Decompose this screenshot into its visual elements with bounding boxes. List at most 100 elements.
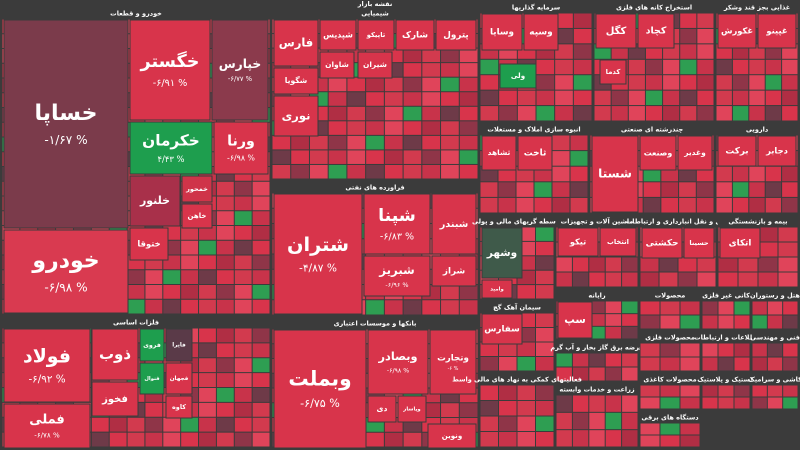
cell bbox=[659, 257, 678, 272]
cell bbox=[459, 135, 478, 150]
cell bbox=[556, 412, 572, 430]
cell bbox=[109, 417, 127, 432]
cell bbox=[572, 395, 589, 412]
cell bbox=[441, 150, 459, 164]
cell bbox=[702, 397, 718, 409]
cell bbox=[716, 182, 732, 197]
tile-name: غپینو bbox=[765, 26, 787, 37]
cell bbox=[679, 182, 696, 197]
cell bbox=[660, 315, 680, 329]
sector: دارویی برکت دجابر bbox=[716, 124, 798, 214]
cell bbox=[605, 272, 622, 287]
cell bbox=[480, 90, 499, 106]
cell bbox=[594, 106, 611, 121]
cell bbox=[640, 301, 660, 315]
cell bbox=[403, 150, 422, 164]
cell bbox=[422, 77, 441, 92]
cell bbox=[216, 328, 234, 343]
cell bbox=[622, 314, 638, 326]
tile-name: شیران bbox=[363, 60, 387, 69]
cell bbox=[181, 255, 199, 270]
cell bbox=[199, 285, 216, 299]
tile-name: وتجارت bbox=[437, 354, 469, 364]
cell bbox=[441, 92, 459, 106]
tile-name: دی bbox=[377, 404, 388, 413]
tile-name: کگل bbox=[606, 24, 627, 37]
cell bbox=[422, 121, 441, 135]
cell bbox=[480, 59, 499, 75]
cell bbox=[589, 272, 605, 287]
tile bbox=[3, 19, 129, 229]
cell bbox=[660, 357, 680, 371]
sector: زراعت و خدمات وابسته bbox=[556, 384, 638, 448]
tile bbox=[367, 395, 397, 423]
cell bbox=[783, 343, 798, 357]
cell bbox=[605, 301, 622, 314]
cell bbox=[441, 121, 459, 135]
cell bbox=[216, 181, 234, 196]
cell bbox=[767, 397, 783, 409]
cell bbox=[252, 285, 270, 299]
tile bbox=[213, 121, 269, 175]
cell bbox=[536, 385, 554, 400]
sector-name: دستگاه های برقی bbox=[641, 414, 699, 422]
cell bbox=[536, 328, 554, 342]
cell bbox=[459, 121, 478, 135]
cell bbox=[556, 430, 572, 447]
cell bbox=[680, 301, 700, 315]
cell bbox=[594, 90, 611, 106]
cell bbox=[309, 164, 328, 179]
cell bbox=[163, 285, 181, 299]
cell bbox=[366, 106, 384, 121]
cell bbox=[622, 430, 638, 447]
cell bbox=[783, 385, 798, 397]
cell bbox=[480, 106, 499, 121]
cell bbox=[782, 59, 798, 75]
sector: سیمان آهک گچ سفارس bbox=[480, 302, 554, 372]
cell bbox=[640, 435, 660, 447]
tile-change: ۴/۴۳ % bbox=[157, 154, 184, 164]
tile-name: شارک bbox=[402, 31, 428, 41]
cell bbox=[660, 301, 680, 315]
tile-name: فملی bbox=[29, 413, 65, 428]
cell bbox=[716, 59, 732, 75]
cell bbox=[272, 135, 291, 150]
cell bbox=[422, 403, 441, 417]
cell bbox=[163, 270, 181, 284]
cell bbox=[605, 395, 622, 412]
tile-name: وغدیر bbox=[683, 148, 706, 157]
tile-name: کاوه bbox=[172, 403, 186, 411]
cell bbox=[573, 44, 592, 59]
cell bbox=[572, 257, 589, 272]
cell bbox=[570, 166, 588, 182]
tile-name: حسینا bbox=[689, 239, 709, 247]
cell bbox=[252, 402, 270, 417]
sector: عرضه برق گاز بخار و آب گرم bbox=[550, 342, 644, 382]
cell bbox=[181, 285, 199, 299]
cell bbox=[199, 343, 216, 358]
cell bbox=[384, 432, 403, 447]
cell bbox=[680, 59, 697, 75]
cell bbox=[696, 197, 714, 213]
cell bbox=[556, 353, 572, 367]
cell bbox=[622, 257, 638, 272]
tile bbox=[181, 175, 213, 203]
cell bbox=[145, 402, 163, 417]
cell bbox=[555, 75, 573, 90]
cell bbox=[459, 106, 478, 121]
cell bbox=[216, 388, 234, 402]
tile-name: فروی bbox=[143, 342, 161, 349]
cell bbox=[422, 63, 441, 77]
cell bbox=[499, 416, 517, 431]
cell bbox=[517, 432, 535, 447]
cell bbox=[422, 135, 441, 150]
cell bbox=[552, 197, 570, 213]
cell bbox=[552, 151, 570, 166]
sector: خودرو و قطعات خساپا -۱/۶۷ % خودرو -۶/۹۸ % خگس… bbox=[2, 8, 270, 315]
cell bbox=[628, 75, 645, 90]
cell bbox=[536, 416, 554, 431]
cell bbox=[216, 255, 234, 270]
tile-change: -۶/۹۲ % bbox=[28, 374, 65, 386]
tile bbox=[319, 51, 355, 79]
cell bbox=[622, 412, 638, 430]
